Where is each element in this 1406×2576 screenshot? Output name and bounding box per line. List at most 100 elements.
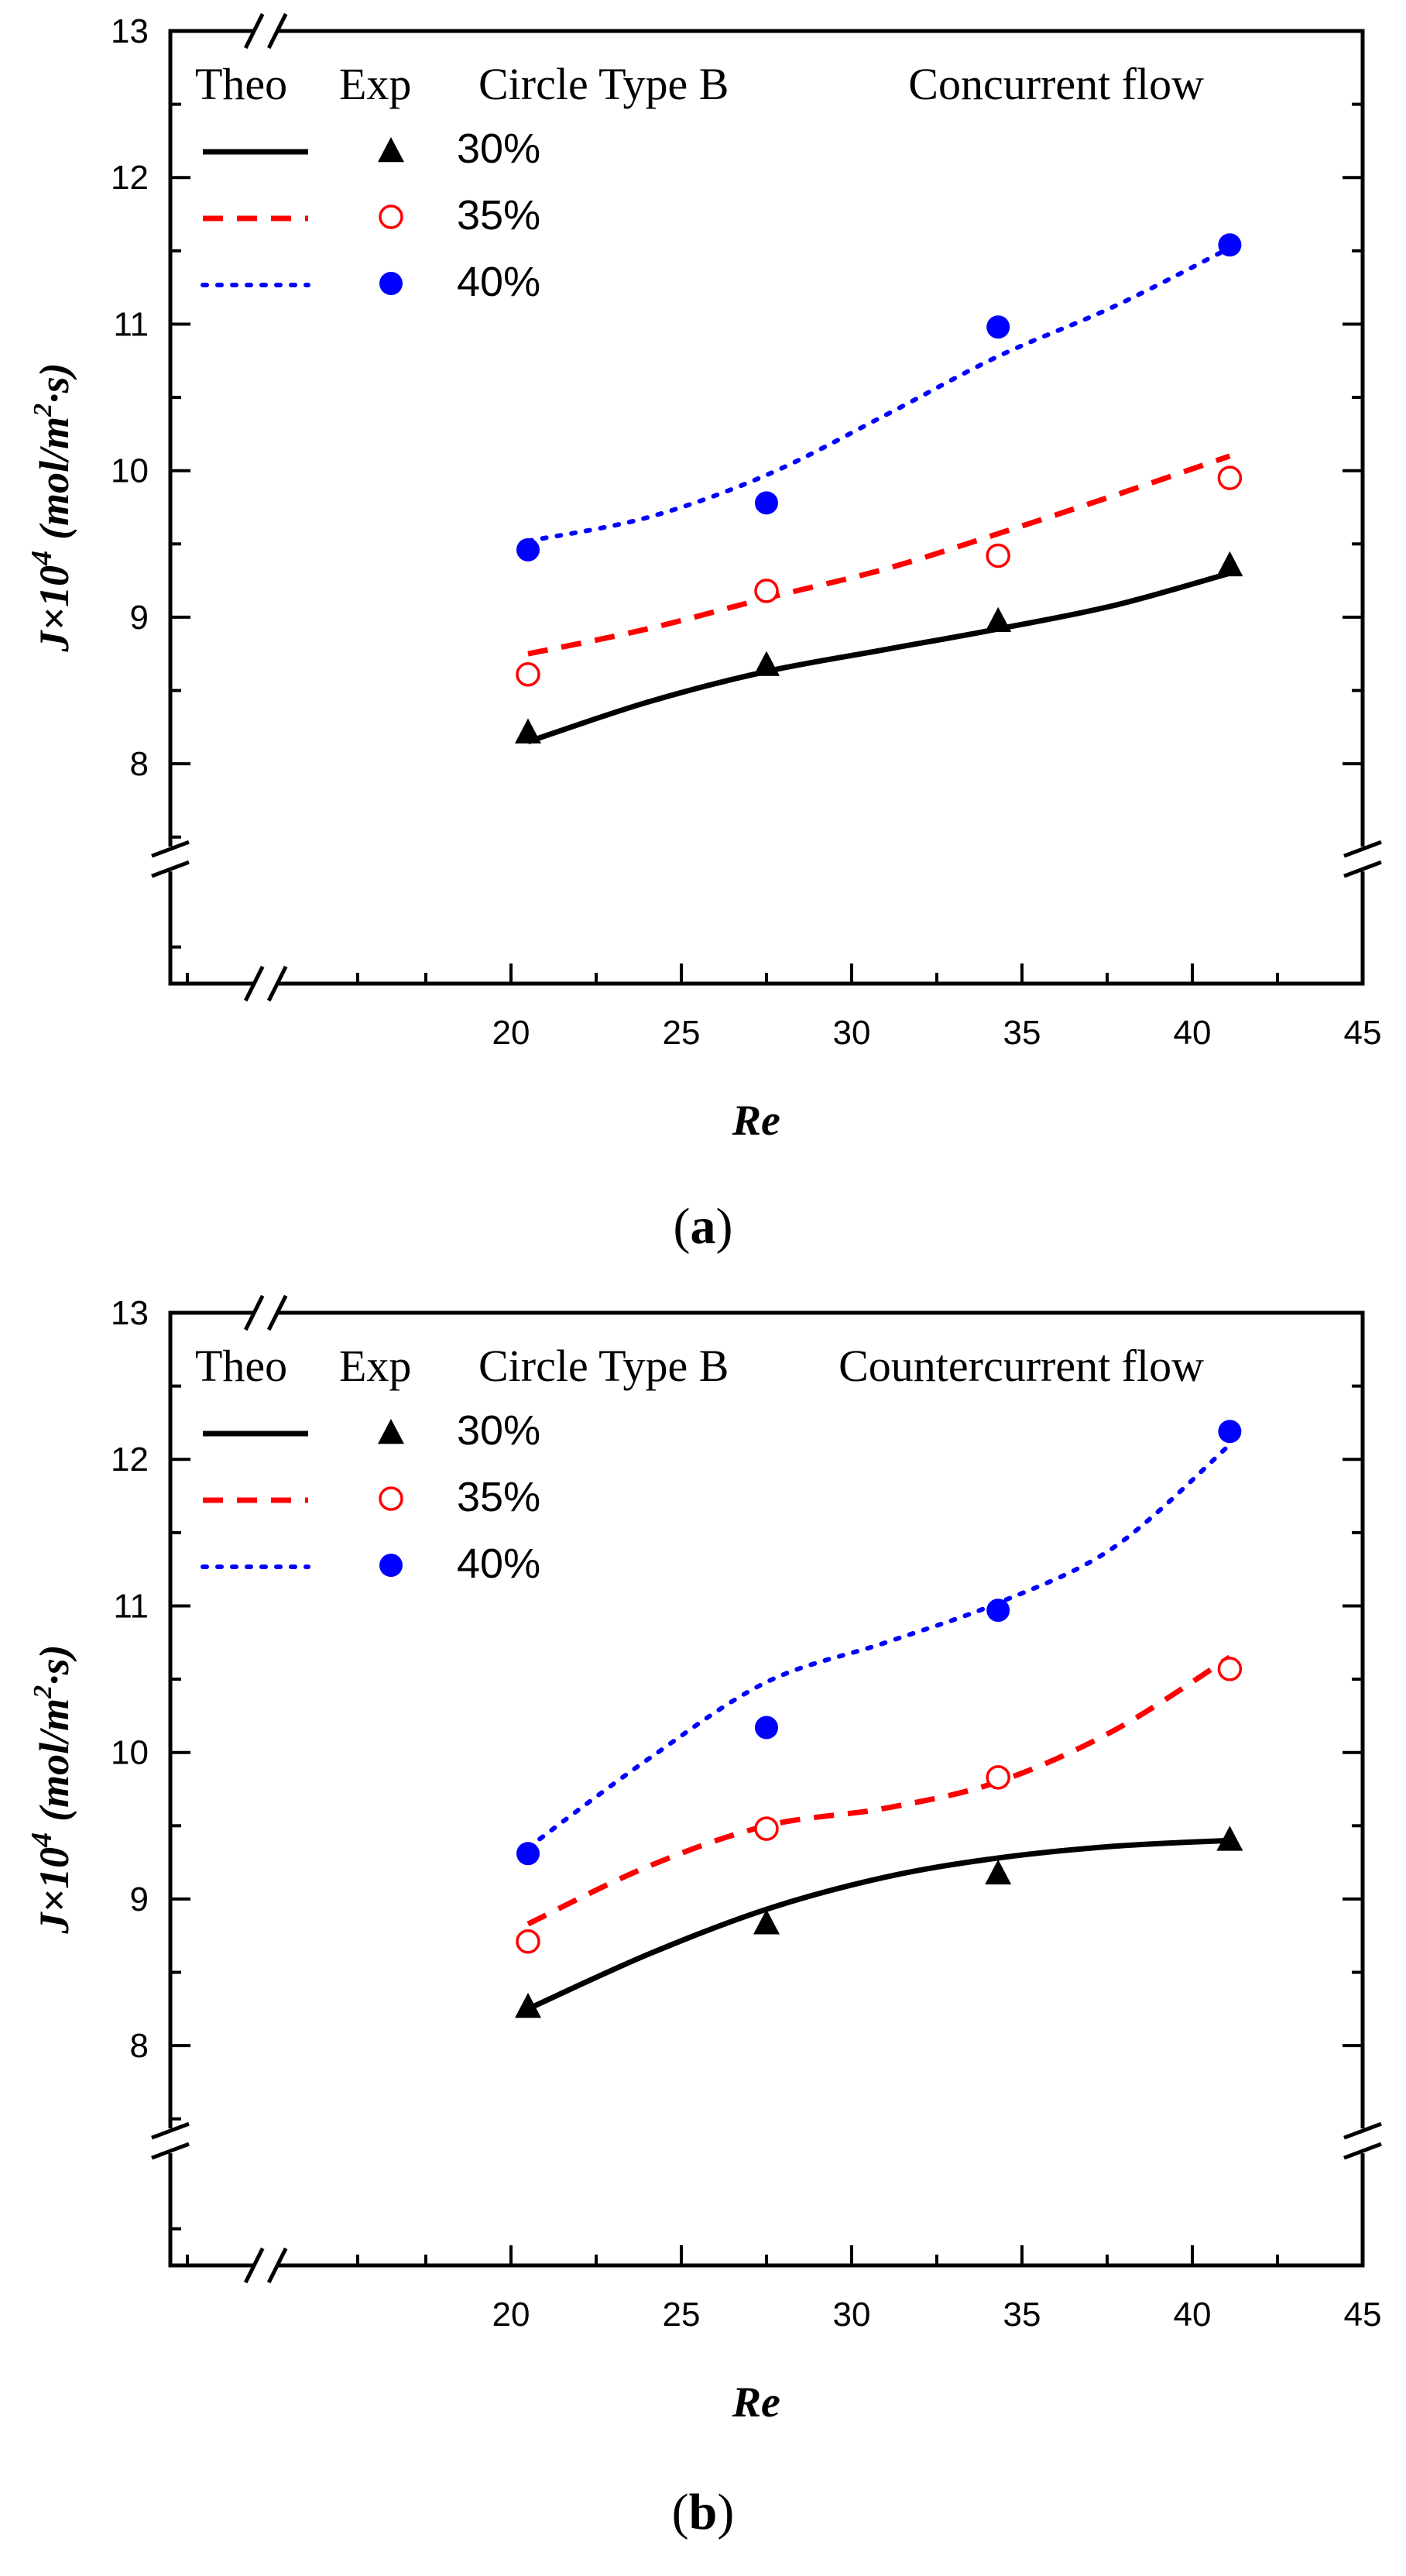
exp-point-40%	[986, 1599, 1010, 1623]
y-tick-label-9: 9	[130, 599, 149, 637]
y-tick-label-12: 12	[111, 159, 149, 197]
x-axis-break-top	[243, 1294, 288, 1331]
y-axis-break-right-gap	[1355, 2128, 1370, 2154]
y-tick-label-9: 9	[130, 1880, 149, 1918]
plot-frame	[168, 1310, 1365, 2268]
x-axis-label: Re	[732, 1097, 780, 1145]
x-axis-break-bottom	[243, 2247, 288, 2284]
y-label-exponent: 4	[26, 1832, 58, 1848]
exp-point-35%	[754, 579, 779, 603]
x-axis-break-bottom	[243, 965, 288, 1002]
legend-label-35%: 35%	[457, 1474, 540, 1520]
y-axis-break-right-slash-1	[1343, 840, 1382, 858]
series-40%	[516, 1420, 1242, 1866]
legend-marker-35%	[379, 204, 403, 229]
y-label-unit: (mol/m	[31, 1698, 77, 1822]
legend-header-theo: Theo	[195, 59, 287, 109]
x-axis-break-bottom-slash-2	[266, 2247, 288, 2284]
theo-line-30%	[526, 1837, 1230, 2012]
legend-marker-30%	[378, 1419, 404, 1444]
exp-point-35%	[516, 1929, 540, 1954]
legend-label-40%: 40%	[457, 259, 540, 305]
x-axis-break-bottom-slash-1	[243, 965, 265, 1002]
y-label-unit: (mol/m	[31, 417, 77, 540]
exp-point-30%	[1216, 551, 1243, 577]
legend-marker-40%	[379, 272, 403, 295]
legend-marker-35%	[379, 1486, 403, 1511]
caption-letter: a	[691, 1198, 716, 1255]
theo-line-35%	[526, 1654, 1232, 1927]
legend-marker-30%	[378, 137, 404, 163]
y-label-main: J×10	[31, 1847, 77, 1935]
chart-panel-b: 20 25 30 35 40 45 8 9 10 11 12 13 Re J×104 (mol/m2·s) T…	[26, 1294, 1382, 2540]
exp-point-30%	[515, 718, 541, 744]
theo-line-40%	[526, 246, 1233, 544]
caption-close-paren: )	[716, 1198, 733, 1255]
exp-point-35%	[1217, 1657, 1243, 1681]
exp-point-30%	[1216, 1826, 1243, 1851]
exp-point-40%	[516, 1842, 540, 1866]
y-axis-break-left-slash-2	[151, 2142, 190, 2160]
flow-label: Countercurrent flow	[838, 1341, 1204, 1391]
y-axis-label: J×104 (mol/m2·s)	[26, 362, 77, 652]
legend-label-40%: 40%	[457, 1540, 540, 1587]
y-tick-label-8: 8	[130, 745, 149, 783]
y-axis-break-left-slash-2	[151, 860, 190, 878]
y-label-exponent: 4	[26, 551, 58, 566]
legend-label-35%: 35%	[457, 192, 540, 239]
x-axis-break-top-slash-1	[243, 1294, 265, 1331]
exp-point-40%	[1218, 233, 1242, 257]
y-axis-break-right	[1343, 840, 1382, 878]
x-tick-label-40: 40	[1174, 1014, 1212, 1052]
x-axis-break-bottom-gap	[253, 2258, 279, 2273]
theo-line-35%	[527, 453, 1231, 657]
exp-point-30%	[753, 651, 780, 676]
series-30%	[515, 1826, 1243, 2018]
y-tick-label-13: 13	[111, 1294, 149, 1332]
exp-point-40%	[1218, 1420, 1242, 1444]
y-axis-break-right-slash-1	[1343, 2121, 1382, 2140]
panel-caption: (b)	[672, 2484, 735, 2540]
x-tick-label-30: 30	[833, 1014, 871, 1052]
y-axis-break-right-slash-2	[1343, 860, 1382, 878]
x-axis-break-top-slash-1	[243, 12, 265, 50]
y-axis-break-left-slash-1	[151, 840, 190, 858]
chart-title: Circle Type B	[478, 1341, 729, 1391]
x-axis-break-bottom-slash-1	[243, 2247, 265, 2284]
legend-header-theo: Theo	[195, 1341, 287, 1391]
theo-line-40%	[526, 1442, 1233, 1850]
flow-label: Concurrent flow	[908, 59, 1204, 109]
exp-point-35%	[516, 661, 540, 687]
legend-label-30%: 30%	[457, 125, 540, 172]
y-tick-label-10: 10	[111, 1734, 149, 1772]
x-tick-label-25: 25	[663, 2296, 701, 2334]
y-label-unit-exponent: 2	[29, 404, 57, 417]
x-tick-label-30: 30	[833, 2296, 871, 2334]
x-axis-break-top	[243, 12, 288, 50]
y-label-unit-exponent: 2	[29, 1685, 57, 1699]
y-axis-break-left-gap	[163, 2128, 178, 2154]
y-axis-label: J×104 (mol/m2·s)	[26, 1644, 77, 1934]
x-axis-break-top-slash-2	[266, 12, 288, 50]
y-axis-break-right-slash-2	[1343, 2142, 1382, 2160]
exp-point-30%	[985, 606, 1012, 633]
exp-point-30%	[515, 1993, 541, 2018]
y-axis-break-left-slash-1	[151, 2121, 190, 2140]
y-tick-label-8: 8	[130, 2027, 149, 2065]
x-tick-label-45: 45	[1344, 2296, 1382, 2334]
series-30%	[515, 551, 1243, 745]
x-axis-break-top-slash-2	[266, 1294, 288, 1331]
exp-point-35%	[1217, 465, 1243, 490]
exp-point-40%	[755, 491, 778, 515]
x-axis-break-bottom-slash-2	[266, 965, 288, 1002]
x-axis-label: Re	[732, 2379, 780, 2427]
legend-label-30%: 30%	[457, 1407, 540, 1454]
caption-letter: b	[689, 2484, 718, 2540]
y-label-unit-tail: ·s)	[31, 362, 77, 404]
series-40%	[516, 233, 1242, 562]
exp-point-30%	[753, 1909, 780, 1935]
y-axis-break-left	[151, 840, 190, 878]
series-35%	[516, 453, 1243, 687]
series-35%	[516, 1654, 1243, 1954]
exp-point-40%	[986, 315, 1010, 339]
